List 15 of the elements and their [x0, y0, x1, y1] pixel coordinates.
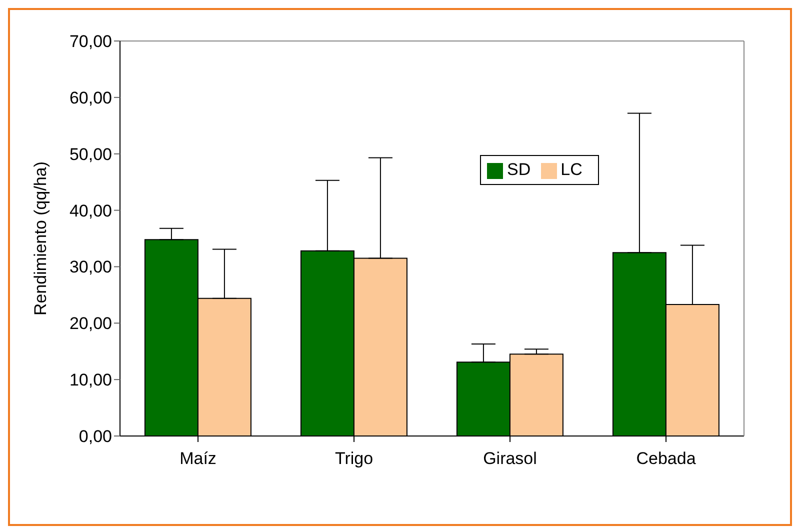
- y-tick-label: 60,00: [69, 88, 112, 108]
- y-tick-label: 10,00: [69, 370, 112, 390]
- y-tick-label: 50,00: [69, 144, 112, 164]
- x-tick-label: Cebada: [636, 449, 696, 468]
- x-tick-label: Girasol: [483, 449, 537, 468]
- y-tick-label: 40,00: [69, 201, 112, 220]
- y-tick-label: 70,00: [69, 32, 112, 52]
- y-tick-label: 0,00: [78, 427, 112, 446]
- legend-label: LC: [560, 160, 582, 179]
- y-tick-label: 20,00: [69, 314, 112, 334]
- x-tick-label: Maíz: [180, 449, 216, 468]
- y-axis-title: Rendimiento (qq/ha): [31, 161, 50, 316]
- y-tick-label: 30,00: [69, 258, 112, 277]
- x-tick-label: Trigo: [334, 449, 374, 468]
- legend-label: SD: [507, 160, 531, 179]
